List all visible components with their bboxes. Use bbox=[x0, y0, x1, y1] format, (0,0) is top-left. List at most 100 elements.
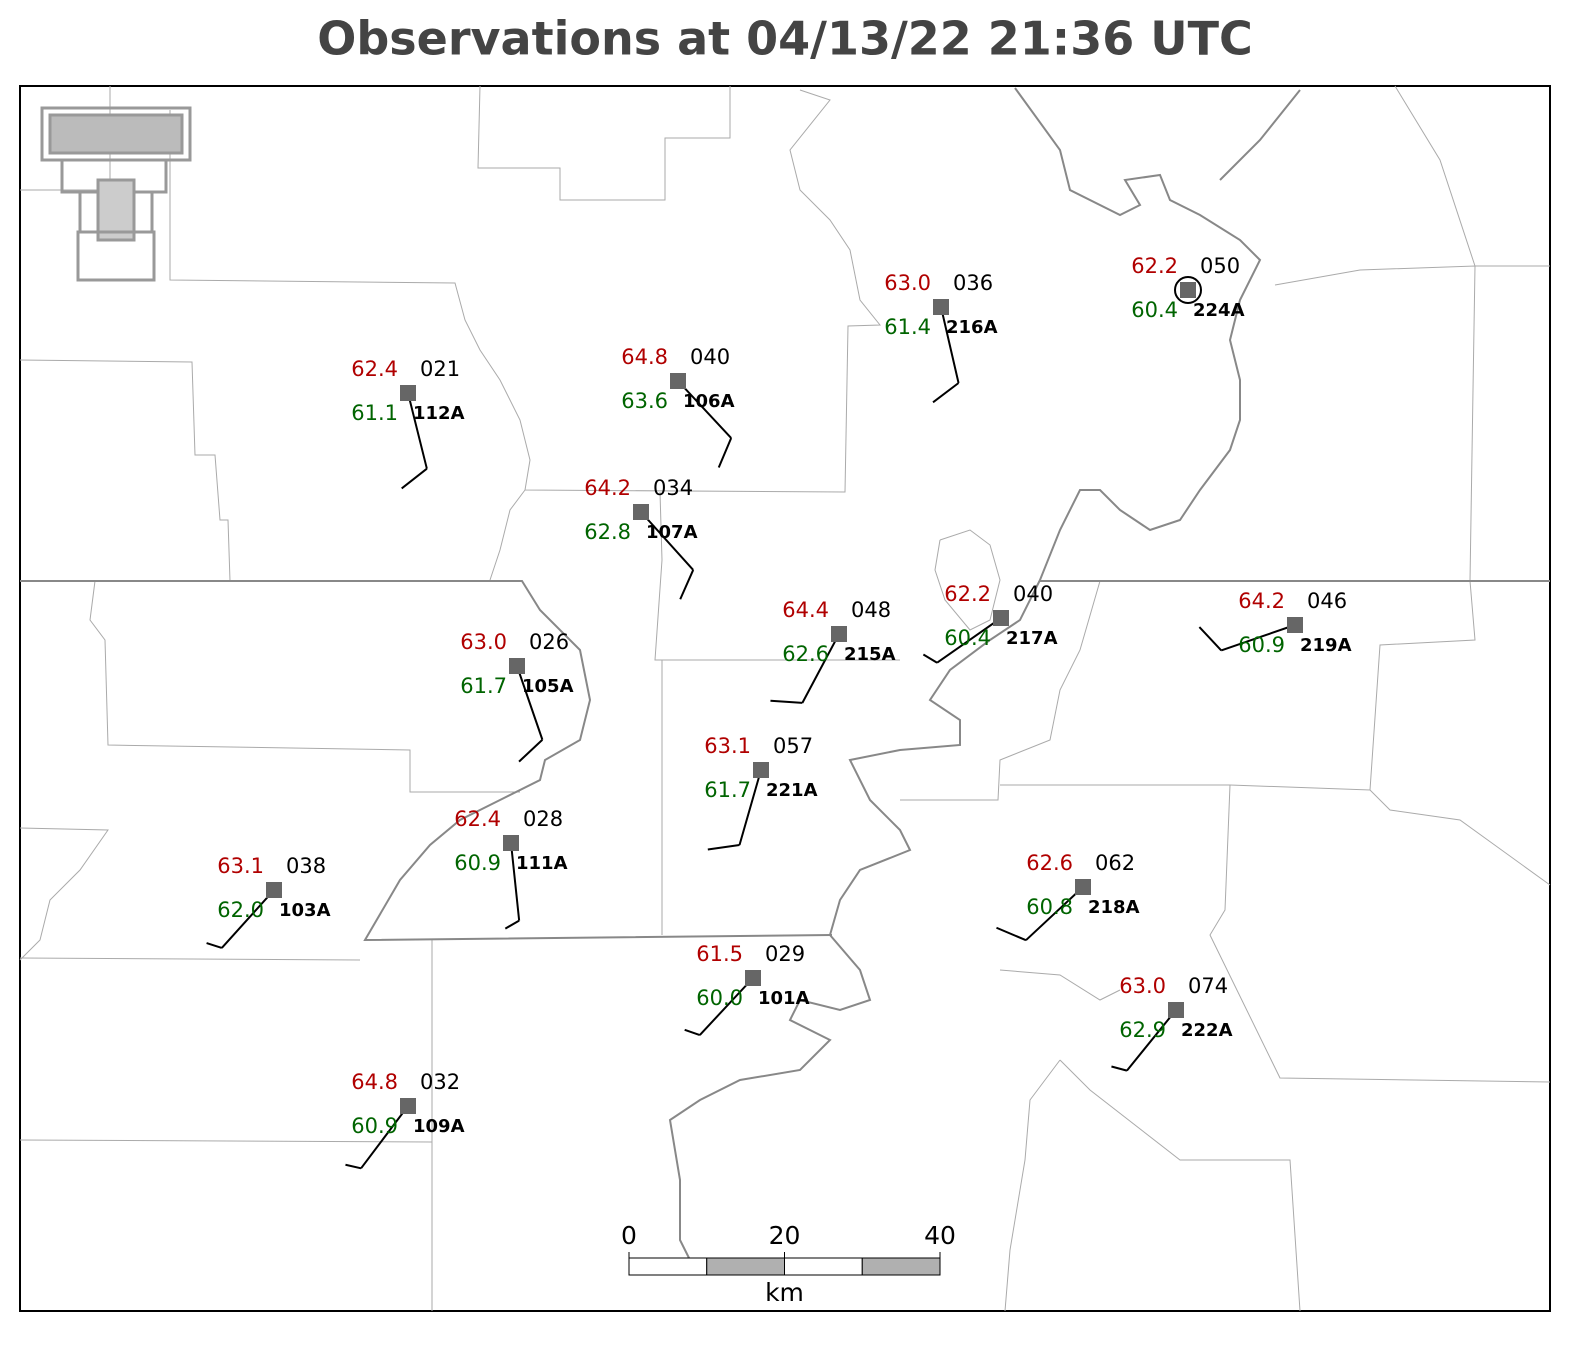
station-id: 219A bbox=[1300, 635, 1352, 656]
wind-barb bbox=[516, 665, 544, 763]
scale-tick-label: 20 bbox=[769, 1221, 801, 1250]
pressure: 032 bbox=[420, 1070, 460, 1094]
station-marker bbox=[753, 762, 769, 778]
station-marker bbox=[400, 1098, 416, 1114]
station-id: 215A bbox=[844, 644, 896, 665]
logo bbox=[40, 106, 192, 282]
scale-segment bbox=[861, 1257, 941, 1276]
wind-barb bbox=[345, 1105, 409, 1170]
wind-barb bbox=[996, 886, 1084, 942]
pressure: 048 bbox=[851, 598, 891, 622]
dewpoint: 61.4 bbox=[884, 315, 931, 339]
dewpoint: 63.6 bbox=[621, 389, 668, 413]
wind-barb bbox=[1198, 624, 1296, 652]
temperature: 64.8 bbox=[351, 1070, 398, 1094]
station-marker bbox=[745, 970, 761, 986]
temperature: 62.2 bbox=[1131, 254, 1178, 278]
pressure: 036 bbox=[953, 271, 993, 295]
pressure: 029 bbox=[765, 942, 805, 966]
wind-barb bbox=[206, 889, 275, 949]
station-marker bbox=[509, 658, 525, 674]
dewpoint: 62.0 bbox=[217, 898, 264, 922]
pressure: 021 bbox=[420, 357, 460, 381]
station-marker bbox=[933, 299, 949, 315]
station-id: 222A bbox=[1181, 1020, 1233, 1041]
station-id: 217A bbox=[1006, 628, 1058, 649]
station-id: 216A bbox=[946, 317, 998, 338]
temperature: 62.4 bbox=[351, 357, 398, 381]
pressure: 026 bbox=[529, 630, 569, 654]
wind-barb bbox=[770, 633, 840, 704]
wind-barb bbox=[640, 511, 695, 600]
wind-barb bbox=[684, 977, 754, 1036]
station-id: 107A bbox=[646, 522, 698, 543]
dewpoint: 62.6 bbox=[782, 642, 829, 666]
pressure: 040 bbox=[690, 345, 730, 369]
station-id: 109A bbox=[413, 1116, 465, 1137]
pressure: 038 bbox=[286, 854, 326, 878]
wind-barb bbox=[401, 392, 428, 490]
station-marker bbox=[266, 882, 282, 898]
dewpoint: 60.8 bbox=[1026, 895, 1073, 919]
temperature: 62.2 bbox=[944, 582, 991, 606]
temperature: 64.2 bbox=[584, 476, 631, 500]
wind-barb bbox=[707, 769, 762, 851]
map-frame bbox=[19, 85, 1551, 1312]
station-marker bbox=[400, 385, 416, 401]
wind-barb bbox=[922, 617, 1002, 664]
station-marker bbox=[670, 373, 686, 389]
station-marker bbox=[1287, 617, 1303, 633]
station-id: 111A bbox=[516, 853, 568, 874]
station-id: 112A bbox=[413, 403, 465, 424]
dewpoint: 61.1 bbox=[351, 401, 398, 425]
dewpoint: 62.9 bbox=[1119, 1018, 1166, 1042]
pressure: 034 bbox=[653, 476, 693, 500]
station-id: 101A bbox=[758, 988, 810, 1009]
station-marker bbox=[1180, 282, 1196, 298]
station-marker bbox=[633, 504, 649, 520]
temperature: 61.5 bbox=[696, 942, 743, 966]
station-marker bbox=[503, 835, 519, 851]
scale-unit: km bbox=[765, 1278, 804, 1307]
scale-tick-label: 0 bbox=[621, 1221, 637, 1250]
station-marker bbox=[1168, 1002, 1184, 1018]
map-title: Observations at 04/13/22 21:36 UTC bbox=[317, 12, 1252, 66]
dewpoint: 60.4 bbox=[1131, 298, 1178, 322]
dewpoint: 60.9 bbox=[351, 1114, 398, 1138]
dewpoint: 62.8 bbox=[584, 520, 631, 544]
station-id: 224A bbox=[1193, 300, 1245, 321]
pressure: 050 bbox=[1200, 254, 1240, 278]
dewpoint: 61.7 bbox=[704, 778, 751, 802]
station-marker bbox=[993, 610, 1009, 626]
station-marker bbox=[831, 626, 847, 642]
stations: 62.4 021 61.1 112A 64.8 040 63.6 106A 64.2 034 62.… bbox=[206, 254, 1352, 1170]
temperature: 62.6 bbox=[1026, 851, 1073, 875]
dewpoint: 60.9 bbox=[454, 851, 501, 875]
station-id: 105A bbox=[522, 676, 574, 697]
pressure: 074 bbox=[1188, 974, 1228, 998]
temperature: 63.0 bbox=[1119, 974, 1166, 998]
temperature: 62.4 bbox=[454, 807, 501, 831]
wind-barb bbox=[504, 842, 521, 930]
pressure: 040 bbox=[1013, 582, 1053, 606]
wind-barb bbox=[677, 380, 733, 468]
temperature: 64.8 bbox=[621, 345, 668, 369]
station-marker bbox=[1075, 879, 1091, 895]
scale-segment bbox=[784, 1257, 863, 1276]
temperature: 63.0 bbox=[884, 271, 931, 295]
temperature: 64.4 bbox=[782, 598, 829, 622]
station-id: 103A bbox=[279, 900, 331, 921]
pressure: 028 bbox=[523, 807, 563, 831]
station-id: 106A bbox=[683, 391, 735, 412]
temperature: 64.2 bbox=[1238, 589, 1285, 613]
dewpoint: 60.9 bbox=[1238, 633, 1285, 657]
dewpoint: 61.7 bbox=[460, 674, 507, 698]
calm-circle bbox=[1174, 276, 1202, 304]
pressure: 046 bbox=[1307, 589, 1347, 613]
scale-tick-label: 40 bbox=[924, 1221, 956, 1250]
boundaries bbox=[19, 85, 1551, 1312]
station-id: 218A bbox=[1088, 897, 1140, 918]
temperature: 63.1 bbox=[217, 854, 264, 878]
scale-bar: 0 20 40 km bbox=[621, 1221, 956, 1307]
